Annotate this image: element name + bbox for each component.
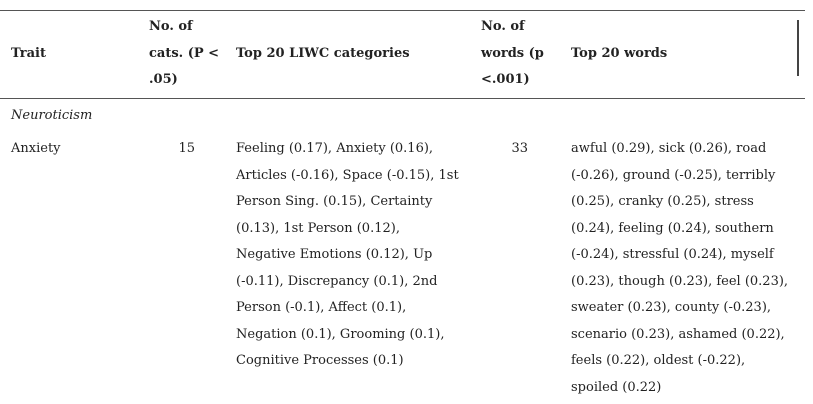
header-num-words-line2: words (p: [481, 41, 544, 68]
table-top-rule: [0, 10, 805, 11]
liwc-line: Feeling (0.17), Anxiety (0.16),: [236, 136, 433, 163]
words-line: sweater (0.23), county (-0.23),: [571, 295, 771, 322]
header-num-cats-line2: cats. (P <: [149, 41, 219, 68]
table-header-rule: [0, 98, 805, 99]
liwc-line: Person (-0.1), Affect (0.1),: [236, 295, 406, 322]
liwc-line: (-0.11), Discrepancy (0.1), 2nd: [236, 269, 437, 296]
row-num-cats: 15: [150, 136, 195, 163]
liwc-line: Person Sing. (0.15), Certainty: [236, 189, 432, 216]
words-line: (0.23), though (0.23), feel (0.23),: [571, 269, 788, 296]
words-line: (-0.24), stressful (0.24), myself: [571, 242, 774, 269]
words-line: spoiled (0.22): [571, 375, 661, 402]
words-line: (0.25), cranky (0.25), stress: [571, 189, 754, 216]
liwc-line: (0.13), 1st Person (0.12),: [236, 216, 400, 243]
header-trait: Trait: [11, 41, 46, 68]
header-top-words: Top 20 words: [571, 41, 667, 68]
words-line: awful (0.29), sick (0.26), road: [571, 136, 766, 163]
header-num-cats-line3: .05): [149, 67, 178, 94]
header-num-words-line3: <.001): [481, 67, 530, 94]
liwc-line: Negation (0.1), Grooming (0.1),: [236, 322, 444, 349]
words-line: (-0.26), ground (-0.25), terribly: [571, 163, 775, 190]
liwc-line: Negative Emotions (0.12), Up: [236, 242, 432, 269]
row-num-words: 33: [480, 136, 528, 163]
liwc-line: Cognitive Processes (0.1): [236, 348, 404, 375]
header-num-cats-line1: No. of: [149, 14, 193, 41]
words-line: (0.24), feeling (0.24), southern: [571, 216, 774, 243]
liwc-line: Articles (-0.16), Space (-0.15), 1st: [236, 163, 459, 190]
row-trait: Anxiety: [11, 136, 61, 163]
scrollbar[interactable]: [797, 20, 799, 76]
words-line: feels (0.22), oldest (-0.22),: [571, 348, 745, 375]
header-liwc-categories: Top 20 LIWC categories: [236, 41, 410, 68]
header-num-words-line1: No. of: [481, 14, 525, 41]
section-label-neuroticism: Neuroticism: [11, 103, 92, 129]
words-line: scenario (0.23), ashamed (0.22),: [571, 322, 785, 349]
